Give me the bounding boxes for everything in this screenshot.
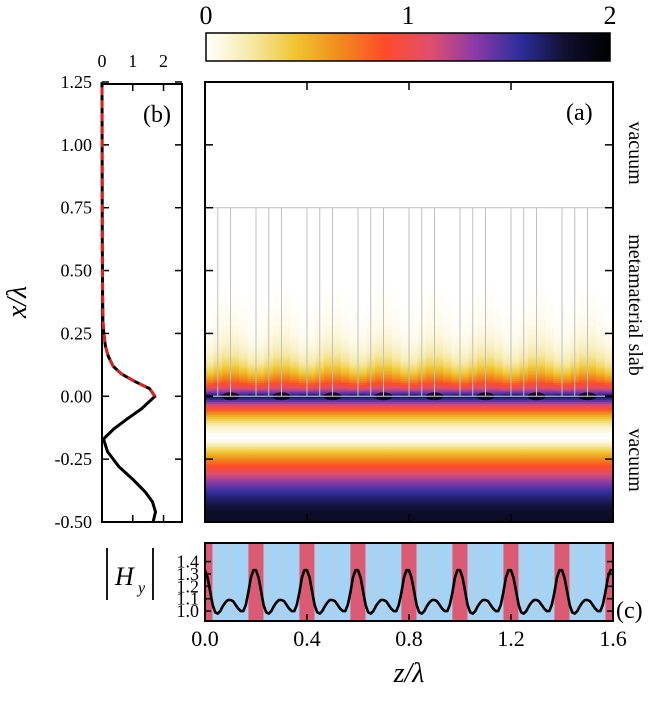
heatmap-cell [231,439,240,441]
heatmap-cell [333,439,342,441]
heatmap-cell [571,439,580,441]
heatmap-cell [596,439,605,441]
heatmap-cell [392,439,401,441]
heatmap-cell [443,439,452,441]
heatmap-cell [477,439,486,441]
heatmap-cell [503,439,512,441]
panel-a: (a) vacuum metamaterial slab vacuum [205,82,646,523]
heatmap-cell [214,439,223,441]
heatmap-cell [579,439,588,441]
heatmap-cell [401,439,410,441]
heatmap-cell [324,439,333,441]
heatmap-cell [341,439,350,441]
heatmap-cell [460,439,469,441]
heatmap-cell [375,439,384,441]
heatmap-cell [222,439,231,441]
heatmap-cell [469,439,478,441]
heatmap-cell [384,439,393,441]
heatmap-cell [537,439,546,441]
heatmap-cell [452,439,461,441]
heatmap-cell [273,439,282,441]
heatmap-cell [511,439,520,441]
heatmap-cell [562,439,571,441]
heatmap-cell [486,439,495,441]
heatmap-cell [307,439,316,441]
heatmap-cell [299,439,308,441]
heatmap-cell [409,439,418,441]
heatmap-cell [290,439,299,441]
heatmap-cell [205,439,214,441]
heatmap-cell [282,439,291,441]
colorbar-tick-label: 2 [604,1,617,30]
heatmap-cell [256,439,265,441]
colorbar-gradient [206,33,610,61]
heatmap-cell [316,439,325,441]
heatmap-cell [426,439,435,441]
heatmap-cell [528,439,537,441]
heatmap-cell [418,439,427,441]
colorbar-tick-label: 1 [402,1,415,30]
heatmap-cell [494,439,503,441]
colorbar: 0 1 2 [200,1,617,61]
heatmap-cell [435,439,444,441]
heatmap-cell [545,439,554,441]
heatmap-cell [367,439,376,441]
heatmap-cell [554,439,563,441]
colorbar-tick-label: 0 [200,1,213,30]
heatmap-cell [350,439,359,441]
heatmap-cell [239,439,248,441]
heatmap-cell [265,439,274,441]
heatmap-cell [358,439,367,441]
figure: 0 1 2 (a) vacuum metamaterial slab vacuu… [0,0,654,702]
heatmap-cell [248,439,257,441]
heatmap-cell [588,439,597,441]
heatmap-cell [520,439,529,441]
